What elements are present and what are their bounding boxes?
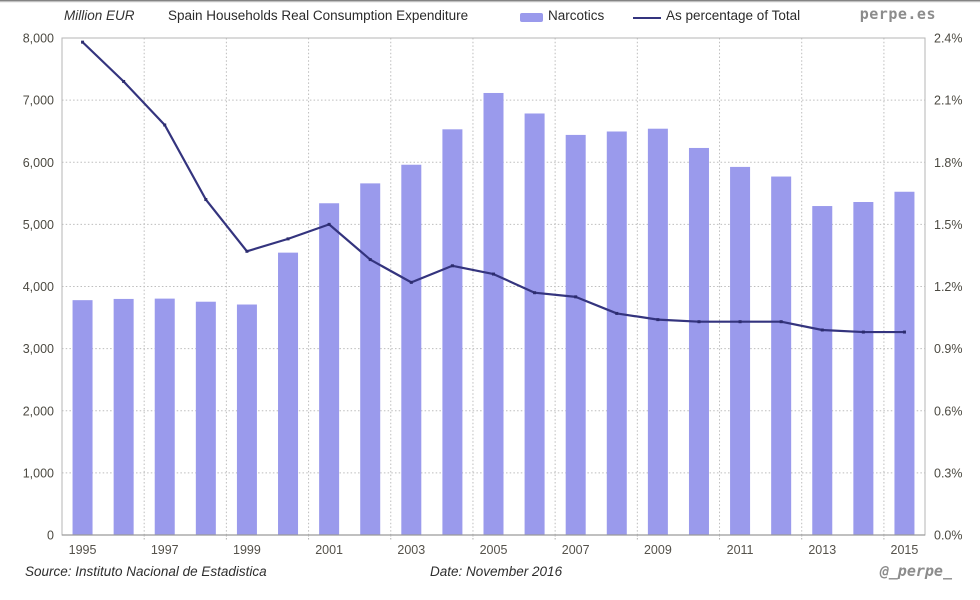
legend-percentage-line-icon: [633, 17, 661, 19]
bar-2005: [483, 92, 504, 535]
right-tick-label: 1.2%: [934, 280, 963, 294]
percentage-line-group: [81, 40, 906, 334]
right-tick-label: 0.3%: [934, 466, 963, 480]
line-point-2015: [902, 330, 906, 334]
right-tick-label: 0.9%: [934, 342, 963, 356]
line-point-1998: [204, 198, 208, 202]
line-point-2005: [492, 272, 495, 276]
bar-2000: [278, 252, 299, 535]
left-tick-label: 2,000: [23, 404, 54, 418]
left-tick-label: 4,000: [23, 280, 54, 294]
right-tick-label: 0.0%: [934, 529, 963, 543]
source-note: Source: Instituto Nacional de Estadistic…: [25, 564, 267, 579]
line-point-2002: [368, 258, 372, 262]
line-point-2014: [861, 330, 865, 334]
x-tick-label: 2003: [397, 543, 425, 557]
bar-2007: [565, 134, 586, 536]
bar-2010: [688, 147, 709, 535]
x-tick-label: 1999: [233, 543, 261, 557]
right-axis-labels: 2.4% 2.1% 1.8% 1.5% 1.2% 0.9% 0.6% 0.3% 0.0%: [934, 32, 963, 543]
line-point-2010: [697, 320, 701, 324]
x-tick-label: 2007: [562, 543, 590, 557]
line-point-2000: [286, 237, 290, 241]
bar-2013: [812, 206, 833, 535]
line-point-2009: [656, 318, 660, 322]
x-tick-label: 1995: [69, 543, 97, 557]
line-point-2006: [533, 291, 537, 295]
bar-2004: [442, 129, 463, 536]
bar-2012: [771, 176, 792, 535]
bar-2011: [730, 166, 751, 536]
legend-narcotics-label: Narcotics: [548, 8, 605, 23]
left-tick-label: 5,000: [23, 218, 54, 232]
left-axis-labels: 8,000 7,000 6,000 5,000 4,000 3,000 2,000 1,000…: [23, 32, 54, 543]
legend-narcotics-swatch-icon: [520, 13, 543, 22]
bar-2014: [853, 202, 874, 535]
line-point-2007: [574, 295, 578, 299]
bar-1995: [72, 300, 93, 535]
line-point-2008: [615, 311, 619, 315]
line-point-2004: [450, 264, 454, 268]
x-axis: [62, 534, 925, 540]
screenshot-top-edge: [0, 0, 980, 3]
line-point-1995: [81, 40, 85, 44]
x-tick-label: 1997: [151, 543, 179, 557]
x-tick-label: 2015: [891, 543, 919, 557]
bar-2009: [647, 128, 668, 535]
right-tick-label: 2.4%: [934, 32, 963, 46]
right-tick-label: 1.5%: [934, 218, 963, 232]
line-point-1999: [245, 249, 249, 253]
x-tick-label: 2005: [480, 543, 508, 557]
line-point-2012: [779, 320, 783, 324]
chart-title: Spain Households Real Consumption Expend…: [168, 8, 469, 23]
bars-group: [72, 92, 915, 536]
twitter-handle: @_perpe_: [879, 562, 952, 580]
line-point-2001: [327, 222, 331, 226]
line-point-2003: [409, 280, 413, 284]
bar-2001: [319, 203, 340, 535]
bar-2003: [401, 164, 422, 536]
x-axis-labels: 1995 1997 1999 2001 2003 2005 2007 2009 2011 2013…: [69, 543, 919, 557]
right-tick-label: 2.1%: [934, 94, 963, 108]
x-tick-label: 2011: [727, 543, 754, 557]
bar-2006: [524, 113, 545, 535]
bar-1999: [236, 304, 257, 535]
left-tick-label: 0: [47, 529, 54, 543]
left-tick-label: 7,000: [23, 94, 54, 108]
left-axis-unit-label: Million EUR: [64, 8, 135, 23]
date-note: Date: November 2016: [430, 564, 563, 579]
bar-2008: [606, 131, 627, 536]
bar-1997: [154, 298, 175, 535]
bar-2015: [894, 191, 915, 535]
x-tick-label: 2013: [808, 543, 836, 557]
left-tick-label: 8,000: [23, 32, 54, 46]
line-point-1996: [122, 79, 126, 83]
line-point-1997: [163, 123, 167, 127]
bar-2002: [360, 183, 381, 535]
left-tick-label: 3,000: [23, 342, 54, 356]
line-point-2011: [738, 320, 742, 324]
bar-1998: [195, 301, 216, 535]
right-tick-label: 0.6%: [934, 404, 963, 418]
left-tick-label: 6,000: [23, 156, 54, 170]
legend-percentage-label: As percentage of Total: [666, 8, 801, 23]
left-tick-label: 1,000: [23, 466, 54, 480]
right-tick-label: 1.8%: [934, 156, 963, 170]
brand-logo: perpe.es: [859, 5, 936, 23]
x-tick-label: 2009: [644, 543, 672, 557]
x-tick-label: 2001: [315, 543, 343, 557]
line-point-2013: [820, 328, 824, 332]
bar-1996: [113, 298, 134, 535]
